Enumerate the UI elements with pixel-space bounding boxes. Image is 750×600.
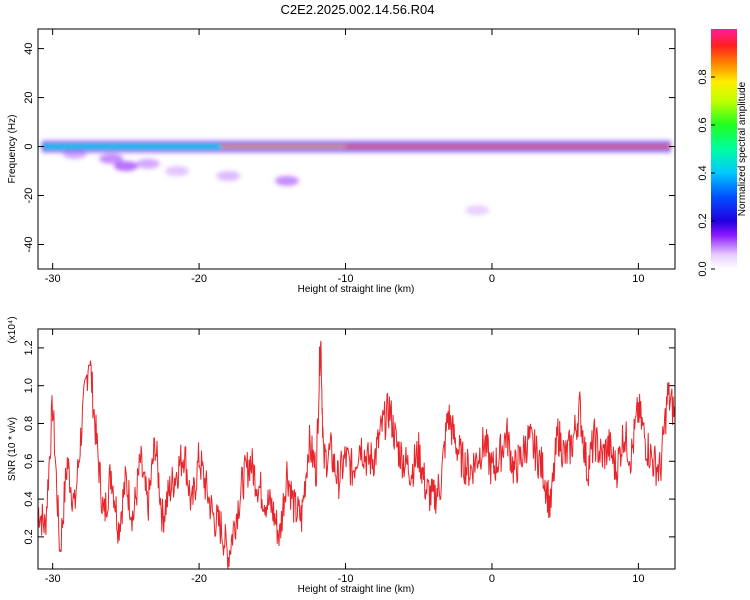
colorbar-tick-label: 0.6 <box>697 117 709 132</box>
colorbar <box>711 29 737 269</box>
snr-x-tick-label: -30 <box>45 573 61 585</box>
snr-y-axis-label: SNR (10 * v/v) <box>7 417 18 481</box>
chart-title: C2E2.2025.002.14.56.R04 <box>280 2 435 17</box>
spectrogram-y-tick-label: 40 <box>23 42 35 54</box>
spectral-band <box>42 139 672 216</box>
snr-y-tick-label: 0.6 <box>23 454 35 469</box>
spectral-blob <box>274 175 299 186</box>
colorbar-tick-label: 0.0 <box>697 261 709 276</box>
spectrogram-x-tick-label: 0 <box>489 273 495 285</box>
spectrogram-y-tick-label: 20 <box>23 91 35 103</box>
snr-x-tick-label: 0 <box>489 573 495 585</box>
snr-x-tick-label: 10 <box>632 573 644 585</box>
snr-x-axis-label: Height of straight line (km) <box>298 584 415 595</box>
spectrogram-x-tick-label: -30 <box>45 273 61 285</box>
colorbar-label: Normalized spectral amplitude <box>737 81 748 216</box>
snr-y-tick-label: 0.4 <box>23 491 35 506</box>
spectrogram-y-axis-label: Frequency (Hz) <box>7 115 18 184</box>
spectral-blob <box>216 170 241 181</box>
colorbar-tick-label: 0.8 <box>697 69 709 84</box>
spectral-blob <box>113 161 138 172</box>
snr-x-tick-label: -10 <box>338 573 354 585</box>
spectral-blob <box>99 153 124 164</box>
colorbar-tick-label: 0.2 <box>697 213 709 228</box>
spectral-blob <box>165 166 190 177</box>
snr-y-tick-label: 1.0 <box>23 378 35 393</box>
band-peak <box>345 145 669 148</box>
snr-y-multiplier: (x10⁴) <box>7 316 18 343</box>
spectrogram-y-tick-label: 0 <box>23 143 35 149</box>
spectrogram-x-tick-label: -10 <box>338 273 354 285</box>
snr-plot-frame <box>37 328 676 570</box>
snr-chart: -30 -20 -10 0 10 0.2 0.4 0.6 0.8 1.0 1.2 Height of… <box>7 316 676 595</box>
snr-series-line <box>37 340 676 570</box>
snr-x-tick-label: -20 <box>191 573 207 585</box>
spectral-blob <box>135 158 160 169</box>
spectrogram-x-tick-label: 10 <box>632 273 644 285</box>
spectrogram-x-tick-label: -20 <box>191 273 207 285</box>
snr-y-tick-label: 0.8 <box>23 416 35 431</box>
snr-y-tick-label: 1.2 <box>23 340 35 355</box>
snr-y-tick-label: 0.2 <box>23 529 35 544</box>
spectrogram-x-axis-label: Height of straight line (km) <box>298 284 415 295</box>
spectrogram-y-tick-label: -20 <box>23 188 35 204</box>
colorbar-tick-label: 0.4 <box>697 165 709 180</box>
spectrogram-chart: -30 -20 -10 0 10 -40 -20 0 20 40 Height of straig… <box>7 28 748 295</box>
spectral-blob <box>465 205 490 216</box>
spectrogram-plot-frame <box>37 28 676 270</box>
spectrogram-y-tick-label: -40 <box>23 237 35 253</box>
